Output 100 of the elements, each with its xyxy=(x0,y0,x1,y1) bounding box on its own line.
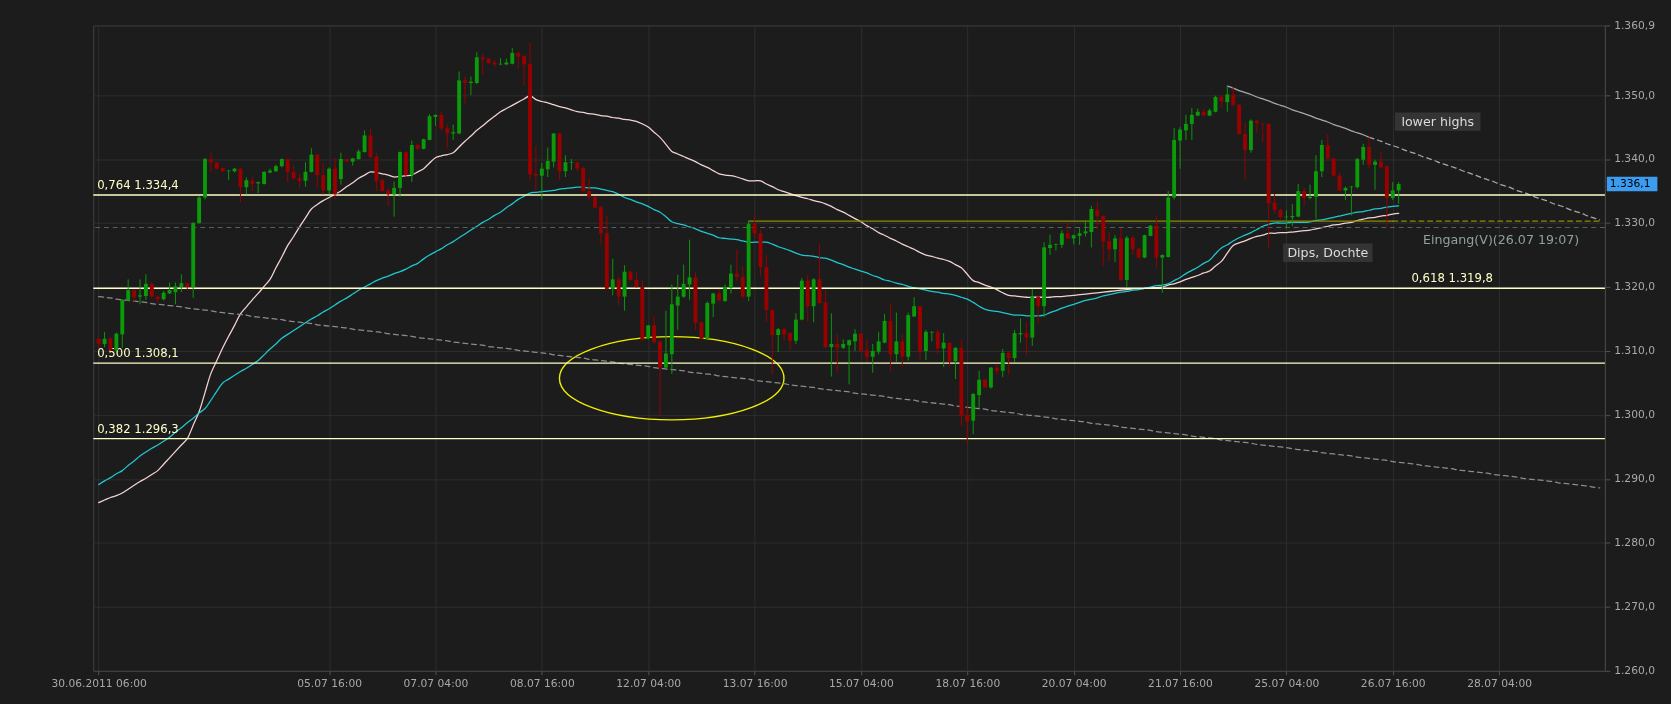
candlestick xyxy=(309,147,314,173)
x-tick-label: 08.07 16:00 xyxy=(509,676,575,690)
candlestick xyxy=(1337,172,1342,192)
ref-line-label: 0,382 1.296,3 xyxy=(97,421,179,436)
candlestick xyxy=(1048,234,1052,256)
candlestick xyxy=(870,343,875,374)
candlestick xyxy=(835,333,840,374)
candlestick xyxy=(988,366,993,390)
candlestick xyxy=(687,239,692,301)
candlestick xyxy=(338,152,343,186)
candlestick xyxy=(1302,187,1307,207)
candlestick xyxy=(1024,321,1029,356)
candlestick xyxy=(858,332,863,353)
candlestick xyxy=(1361,143,1366,166)
candlestick xyxy=(912,296,917,318)
candlestick xyxy=(752,214,757,239)
candlestick xyxy=(1243,122,1247,181)
candlestick xyxy=(581,166,586,193)
candlestick xyxy=(965,404,970,445)
x-tick-label: 12.07 04:00 xyxy=(616,676,682,690)
candlestick xyxy=(386,187,391,207)
candlestick xyxy=(463,76,467,104)
candlestick xyxy=(533,145,538,191)
candlestick xyxy=(403,150,408,177)
y-tick-label: 1.310,0 xyxy=(1614,344,1656,358)
candlestick xyxy=(1089,205,1094,248)
ref-line-label: 0,618 1.319,8 xyxy=(1411,271,1494,286)
candlestick xyxy=(734,248,739,282)
x-tick-label: 21.07 16:00 xyxy=(1148,676,1214,690)
candlestick xyxy=(1379,150,1383,169)
candlestick xyxy=(776,327,781,353)
candlestick xyxy=(315,153,320,189)
candlestick xyxy=(728,264,733,294)
candlestick xyxy=(569,158,574,171)
candlestick xyxy=(882,313,887,344)
candlestick xyxy=(539,162,544,200)
candlestick xyxy=(268,168,272,174)
ref-line-label: 0,764 1.334,4 xyxy=(97,178,179,193)
candlestick xyxy=(616,276,621,307)
candlestick xyxy=(935,329,940,355)
ref-line-label: 0,500 1.308,1 xyxy=(97,346,179,361)
candlestick xyxy=(439,111,444,131)
candlestick xyxy=(1178,126,1182,170)
candlestick xyxy=(782,326,787,342)
candlestick xyxy=(522,54,527,86)
candlestick xyxy=(1107,231,1112,262)
candlestick xyxy=(143,273,148,301)
candlestick xyxy=(132,288,137,303)
x-tick-label: 13.07 16:00 xyxy=(722,676,788,690)
y-tick-label: 1.300,0 xyxy=(1614,408,1656,422)
y-tick-label: 1.270,0 xyxy=(1614,600,1656,614)
y-tick-label: 1.360,9 xyxy=(1614,18,1656,32)
x-tick-label: 07.07 04:00 xyxy=(403,676,469,690)
y-tick-label: 1.340,0 xyxy=(1614,152,1656,166)
line-series xyxy=(98,95,1400,504)
y-tick-label: 1.290,0 xyxy=(1614,472,1656,486)
candlestick xyxy=(681,264,686,299)
candlestick xyxy=(1036,294,1041,324)
candlestick xyxy=(208,152,213,173)
candlestick xyxy=(923,329,928,361)
candlestick xyxy=(853,328,857,352)
candlestick xyxy=(817,243,822,305)
candlestick xyxy=(587,177,592,200)
candlestick xyxy=(876,331,881,355)
candlestick xyxy=(829,312,834,378)
candlestick xyxy=(1053,243,1058,252)
candlestick xyxy=(1231,86,1236,107)
candlestick xyxy=(740,266,745,299)
candlestick xyxy=(285,157,290,183)
candlestick xyxy=(1325,133,1330,162)
candlestick xyxy=(1373,159,1377,191)
y-tick-label: 1.320,0 xyxy=(1614,280,1656,294)
candlestick xyxy=(947,341,952,368)
candlestick xyxy=(1272,193,1277,214)
candlestick xyxy=(1396,181,1401,205)
candlestick xyxy=(711,292,716,318)
candlestick xyxy=(392,180,397,218)
x-tick-label: 26.07 16:00 xyxy=(1360,676,1426,690)
candlestick xyxy=(1095,200,1100,230)
candlestick xyxy=(610,258,615,296)
x-tick-label: 25.07 04:00 xyxy=(1254,676,1320,690)
candlestick xyxy=(675,274,680,331)
candlestick xyxy=(864,338,869,363)
candlestick xyxy=(788,331,792,351)
x-tick-label: 20.07 04:00 xyxy=(1041,676,1107,690)
annotation: Dips, Dochte xyxy=(1287,244,1369,260)
candlestick xyxy=(321,162,326,195)
x-tick-label: 18.07 16:00 xyxy=(935,676,1001,690)
y-tick-label: 1.350,0 xyxy=(1614,88,1656,102)
candlestick xyxy=(1000,348,1005,378)
x-tick-label: 30.06.2011 06:00 xyxy=(51,676,148,690)
candlestick xyxy=(445,124,450,149)
x-tick-label: 15.07 04:00 xyxy=(829,676,895,690)
candlestick xyxy=(900,333,905,368)
candlestick xyxy=(663,310,668,369)
text: 1.336,1 xyxy=(1609,176,1651,190)
candlestick xyxy=(1130,235,1135,256)
candlestick xyxy=(977,370,982,409)
candlestick xyxy=(126,278,131,302)
candlestick xyxy=(1260,122,1265,143)
